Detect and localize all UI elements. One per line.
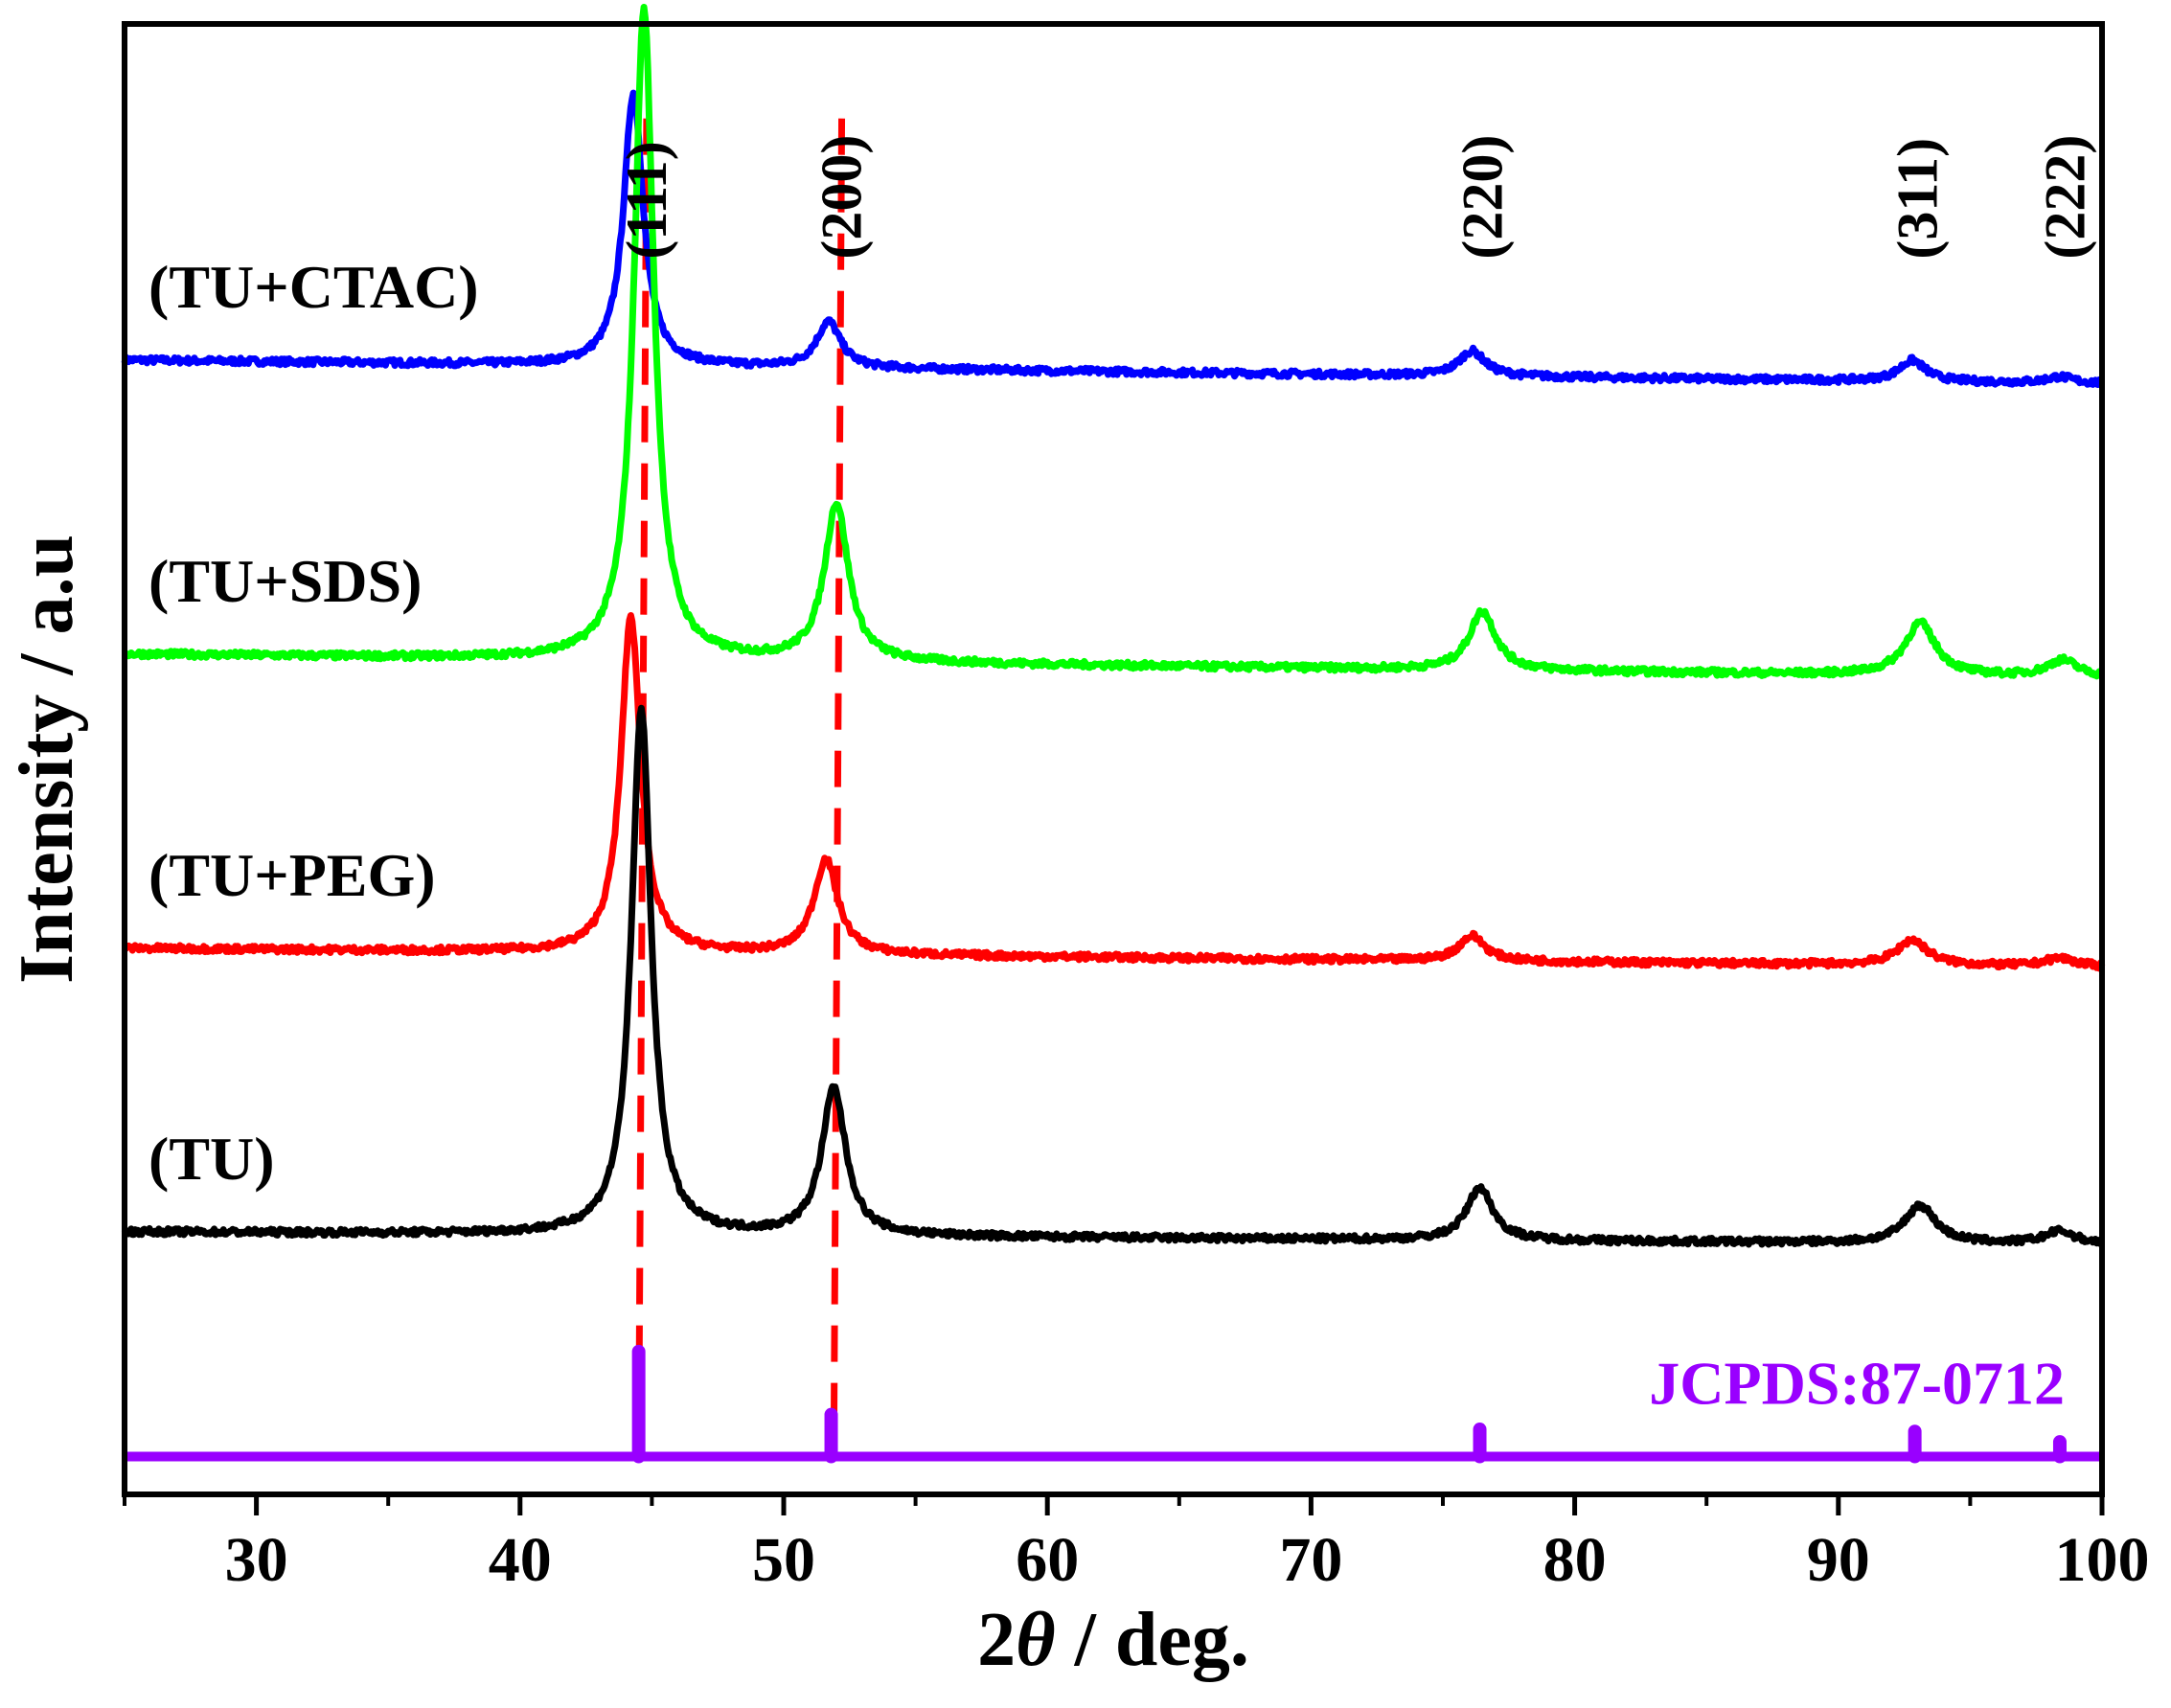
x-axis-ticks: 30 40 50 60 70 80 90 100 [123, 1494, 2150, 1595]
series-line [121, 704, 2105, 1248]
series-label: (TU) [149, 1125, 275, 1193]
x-tick-label: 50 [752, 1525, 815, 1595]
x-axis-label: 2θ / deg. [977, 1598, 1249, 1682]
series-line [121, 89, 2105, 388]
diffraction-traces: (TU+CTAC) (TU+SDS) (TU+PEG) (TU) [121, 4, 2106, 1248]
x-tick-label: 60 [1016, 1525, 1079, 1595]
x-tick-label: 90 [1807, 1525, 1870, 1595]
x-tick-label: 30 [225, 1525, 288, 1595]
series-label: (TU+CTAC) [149, 253, 479, 321]
peak-label: (311) [1885, 138, 1949, 260]
plot-frame [122, 21, 2105, 1497]
series-line [122, 612, 2106, 972]
series-label: (TU+PEG) [149, 841, 436, 909]
x-tick-label: 100 [2055, 1525, 2150, 1595]
x-axis-label-suffix: / deg. [1056, 1598, 1249, 1682]
x-axis-label-prefix: 2 [977, 1598, 1016, 1682]
peak-label: (220) [1451, 135, 1514, 260]
dashed-guide [830, 118, 846, 1453]
x-tick-label: 70 [1279, 1525, 1342, 1595]
reference-label: JCPDS:87-0712 [1649, 1350, 2065, 1418]
peak-label: (111) [615, 141, 678, 259]
y-axis-label: Intensity / a.u [5, 535, 89, 984]
series-label: (TU+SDS) [149, 547, 422, 615]
series-line [122, 4, 2106, 680]
peak-label: (200) [811, 135, 874, 260]
text-labels: Intensity / a.u 2θ / deg. (111) (200) (220… [5, 135, 2096, 1682]
peak-label: (222) [2033, 135, 2096, 260]
x-axis-label-theta: θ [1016, 1598, 1056, 1682]
x-tick-label: 40 [489, 1525, 552, 1595]
reference-pattern: JCPDS:87-0712 [125, 1344, 2102, 1464]
x-tick-label: 80 [1543, 1525, 1607, 1595]
dashed-guide-lines [635, 118, 846, 1453]
